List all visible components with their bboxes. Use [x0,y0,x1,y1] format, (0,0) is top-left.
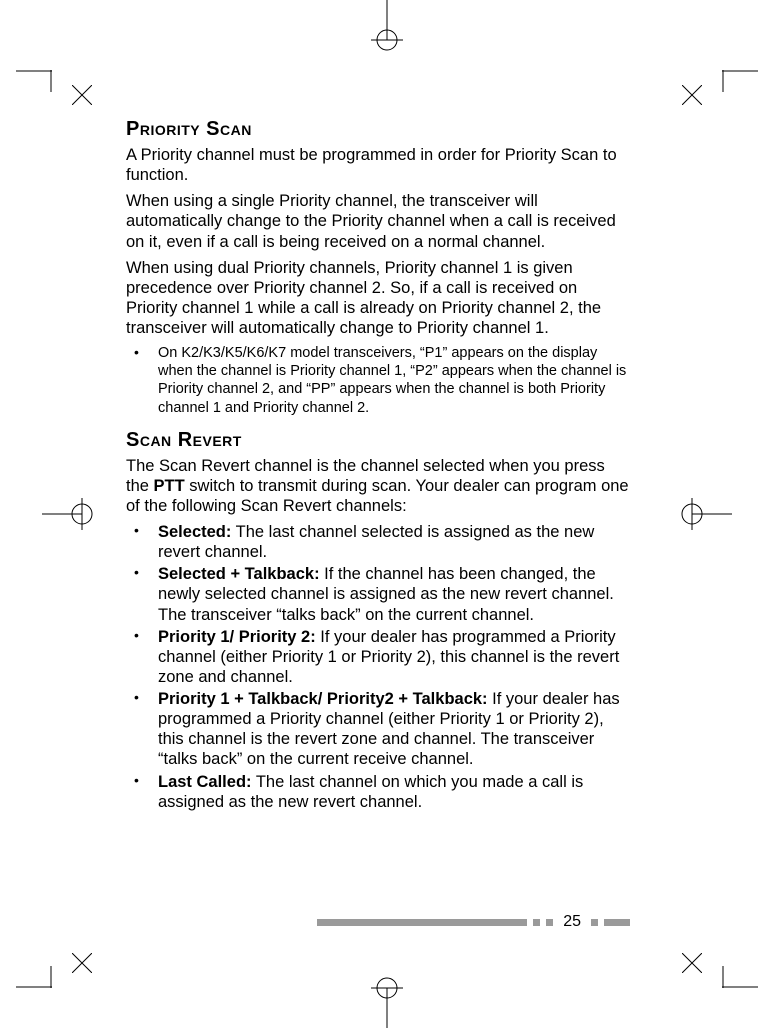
item-label: Priority 1 + Talkback/ Priority2 + Talkb… [158,690,488,708]
crop-corner-bl-outer [16,966,52,988]
crop-corner-tl-outer [16,70,52,92]
intro-post: switch to transmit during scan. Your dea… [126,477,629,515]
revert-list: Selected: The last channel selected is a… [126,522,630,812]
item-label: Last Called: [158,773,252,791]
list-item: Selected + Talkback: If the channel has … [126,564,630,624]
crop-mark-bottom [367,972,407,1028]
para-priority-1: A Priority channel must be programmed in… [126,145,630,185]
footer-bar-sq2 [546,919,553,926]
crop-corner-br-inner [682,953,702,973]
footer-bar-med [604,919,630,926]
footer-bar-sq1 [533,919,540,926]
page-number: 25 [559,913,585,931]
crop-mark-left [42,494,98,534]
list-item: Priority 1 + Talkback/ Priority2 + Talkb… [126,689,630,770]
crop-mark-top [367,0,407,56]
item-label: Selected + Talkback: [158,565,320,583]
list-item: Last Called: The last channel on which y… [126,772,630,812]
list-item: Selected: The last channel selected is a… [126,522,630,562]
page-footer: 25 [126,913,630,931]
para-priority-3: When using dual Priority channels, Prior… [126,258,630,339]
page-content: Priority Scan A Priority channel must be… [126,118,630,820]
item-label: Priority 1/ Priority 2: [158,628,316,646]
footer-bar-long [317,919,527,926]
heading-scan-revert: Scan Revert [126,429,630,452]
para-priority-2: When using a single Priority channel, th… [126,191,630,251]
crop-corner-tr-inner [682,85,702,105]
para-scan-intro: The Scan Revert channel is the channel s… [126,456,630,516]
crop-corner-tl-inner [72,85,92,105]
footer-bar-sq3 [591,919,598,926]
item-label: Selected: [158,523,231,541]
crop-corner-tr-outer [722,70,758,92]
crop-mark-right [676,494,732,534]
note-item: On K2/K3/K5/K6/K7 model transceivers, “P… [126,344,630,417]
note-list: On K2/K3/K5/K6/K7 model transceivers, “P… [126,344,630,417]
crop-corner-br-outer [722,966,758,988]
list-item: Priority 1/ Priority 2: If your dealer h… [126,627,630,687]
heading-priority-scan: Priority Scan [126,118,630,141]
crop-corner-bl-inner [72,953,92,973]
intro-bold: PTT [154,477,185,495]
